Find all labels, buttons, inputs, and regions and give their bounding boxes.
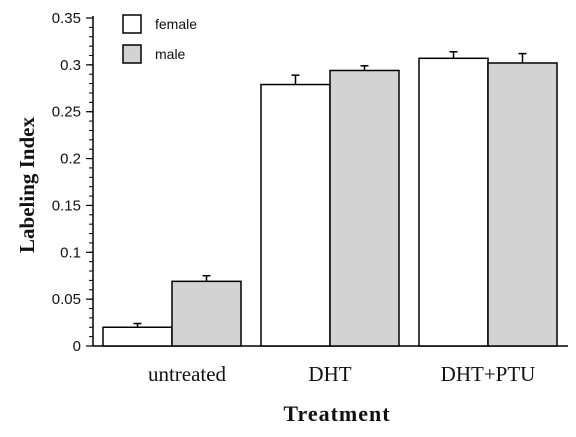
y-tick-label: 0.1 <box>60 244 81 261</box>
bars: untreated DHT DHT+PTU <box>102 50 558 386</box>
y-tick-label: 0 <box>73 338 81 355</box>
y-axis-label: Labeling Index <box>15 117 39 253</box>
x-tick-label: untreated <box>148 362 227 386</box>
legend-label-female: female <box>155 16 197 32</box>
legend-swatch-female <box>122 14 142 34</box>
y-tick-label: 0.25 <box>52 104 81 121</box>
bar-male-DHT+PTU <box>487 62 558 347</box>
legend-label-male: male <box>155 46 186 62</box>
x-tick-label: DHT <box>308 362 351 386</box>
y-tick-label: 0.3 <box>60 57 81 74</box>
x-tick-label: DHT+PTU <box>441 362 536 386</box>
bar-female-DHT+PTU <box>418 57 489 347</box>
bar-female-DHT <box>260 83 331 347</box>
bar-male-DHT <box>329 69 400 347</box>
bar-female-untreated <box>102 326 173 347</box>
legend: female male <box>122 14 197 64</box>
y-tick-label: 0.05 <box>52 291 81 308</box>
y-tick-label: 0.35 <box>52 10 81 27</box>
y-tick-label: 0.15 <box>52 197 81 214</box>
bar-male-untreated <box>171 280 242 347</box>
y-tick-label: 0.2 <box>60 151 81 168</box>
legend-swatch-male <box>122 44 142 64</box>
x-axis-label: Treatment <box>283 401 390 426</box>
